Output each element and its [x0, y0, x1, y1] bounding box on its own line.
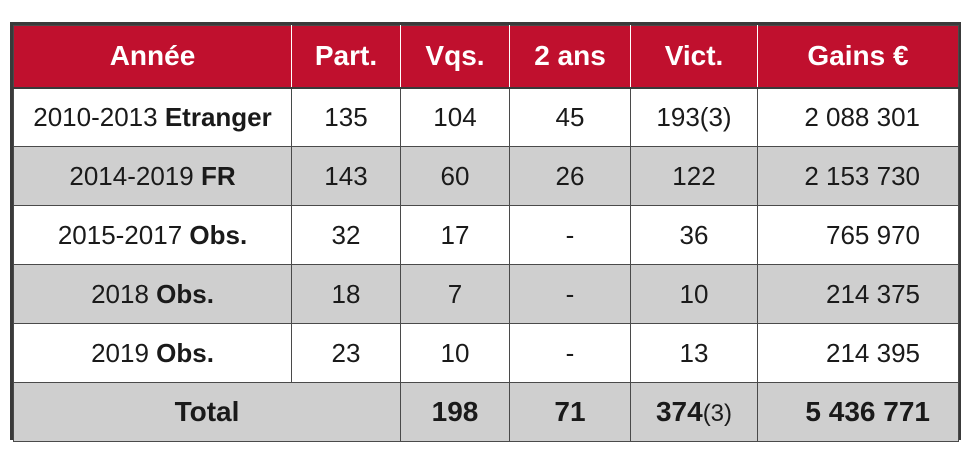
table-row: 2019 Obs. 23 10 - 13 214 395: [13, 323, 959, 383]
header-annee: Année: [13, 25, 292, 89]
row-label: 2014-2019 FR: [13, 146, 292, 206]
row-category: FR: [200, 160, 236, 191]
cell-2ans: -: [509, 264, 631, 324]
header-gains: Gains €: [757, 25, 959, 89]
row-category: Etranger: [164, 101, 272, 132]
row-period: 2019: [91, 337, 149, 368]
header-row: Année Part. Vqs. 2 ans Vict. Gains €: [13, 25, 959, 89]
total-vict-suffix: (3): [702, 400, 733, 427]
row-period: 2018: [91, 278, 149, 309]
total-2ans: 71: [509, 382, 631, 442]
total-vict: 374(3): [630, 382, 758, 442]
cell-part: 143: [291, 146, 401, 206]
row-label: 2018 Obs.: [13, 264, 292, 324]
cell-vqs: 104: [400, 87, 510, 147]
cell-gains: 2 153 730: [757, 146, 959, 206]
row-label: 2015-2017 Obs.: [13, 205, 292, 265]
header-vict: Vict.: [630, 25, 758, 89]
row-category: Obs.: [156, 278, 214, 309]
header-2ans: 2 ans: [509, 25, 631, 89]
cell-vqs: 7: [400, 264, 510, 324]
total-vict-main: 374: [655, 396, 703, 427]
table-row: 2010-2013 Etranger 135 104 45 193(3) 2 0…: [13, 87, 959, 147]
cell-vict: 193(3): [630, 87, 758, 147]
cell-2ans: 26: [509, 146, 631, 206]
header-vqs: Vqs.: [400, 25, 510, 89]
total-gains: 5 436 771: [757, 382, 959, 442]
table-row: 2015-2017 Obs. 32 17 - 36 765 970: [13, 205, 959, 265]
cell-gains: 214 375: [757, 264, 959, 324]
cell-2ans: -: [509, 323, 631, 383]
row-period: 2014-2019: [69, 160, 194, 191]
cell-vict: 13: [630, 323, 758, 383]
cell-vict: 10: [630, 264, 758, 324]
results-table: Année Part. Vqs. 2 ans Vict. Gains € 201…: [13, 25, 959, 442]
row-category: Obs.: [189, 219, 248, 250]
cell-vqs: 60: [400, 146, 510, 206]
cell-vqs: 17: [400, 205, 510, 265]
row-period: 2010-2013: [33, 101, 158, 132]
cell-gains: 214 395: [757, 323, 959, 383]
row-period: 2015-2017: [57, 219, 183, 250]
cell-part: 32: [291, 205, 401, 265]
cell-gains: 765 970: [757, 205, 959, 265]
header-part: Part.: [291, 25, 401, 89]
cell-part: 135: [291, 87, 401, 147]
cell-vqs: 10: [400, 323, 510, 383]
row-category: Obs.: [156, 337, 214, 368]
total-vqs: 198: [400, 382, 510, 442]
total-label: Total: [13, 382, 401, 442]
cell-part: 23: [291, 323, 401, 383]
table-row: 2018 Obs. 18 7 - 10 214 375: [13, 264, 959, 324]
cell-gains: 2 088 301: [757, 87, 959, 147]
cell-2ans: 45: [509, 87, 631, 147]
row-label: 2010-2013 Etranger: [13, 87, 292, 147]
row-label: 2019 Obs.: [13, 323, 292, 383]
total-row: Total 198 71 374(3) 5 436 771: [13, 382, 959, 442]
cell-2ans: -: [509, 205, 631, 265]
results-table-frame: Année Part. Vqs. 2 ans Vict. Gains € 201…: [10, 22, 961, 442]
cell-vict: 36: [630, 205, 758, 265]
table-row: 2014-2019 FR 143 60 26 122 2 153 730: [13, 146, 959, 206]
cell-vict: 122: [630, 146, 758, 206]
cell-part: 18: [291, 264, 401, 324]
